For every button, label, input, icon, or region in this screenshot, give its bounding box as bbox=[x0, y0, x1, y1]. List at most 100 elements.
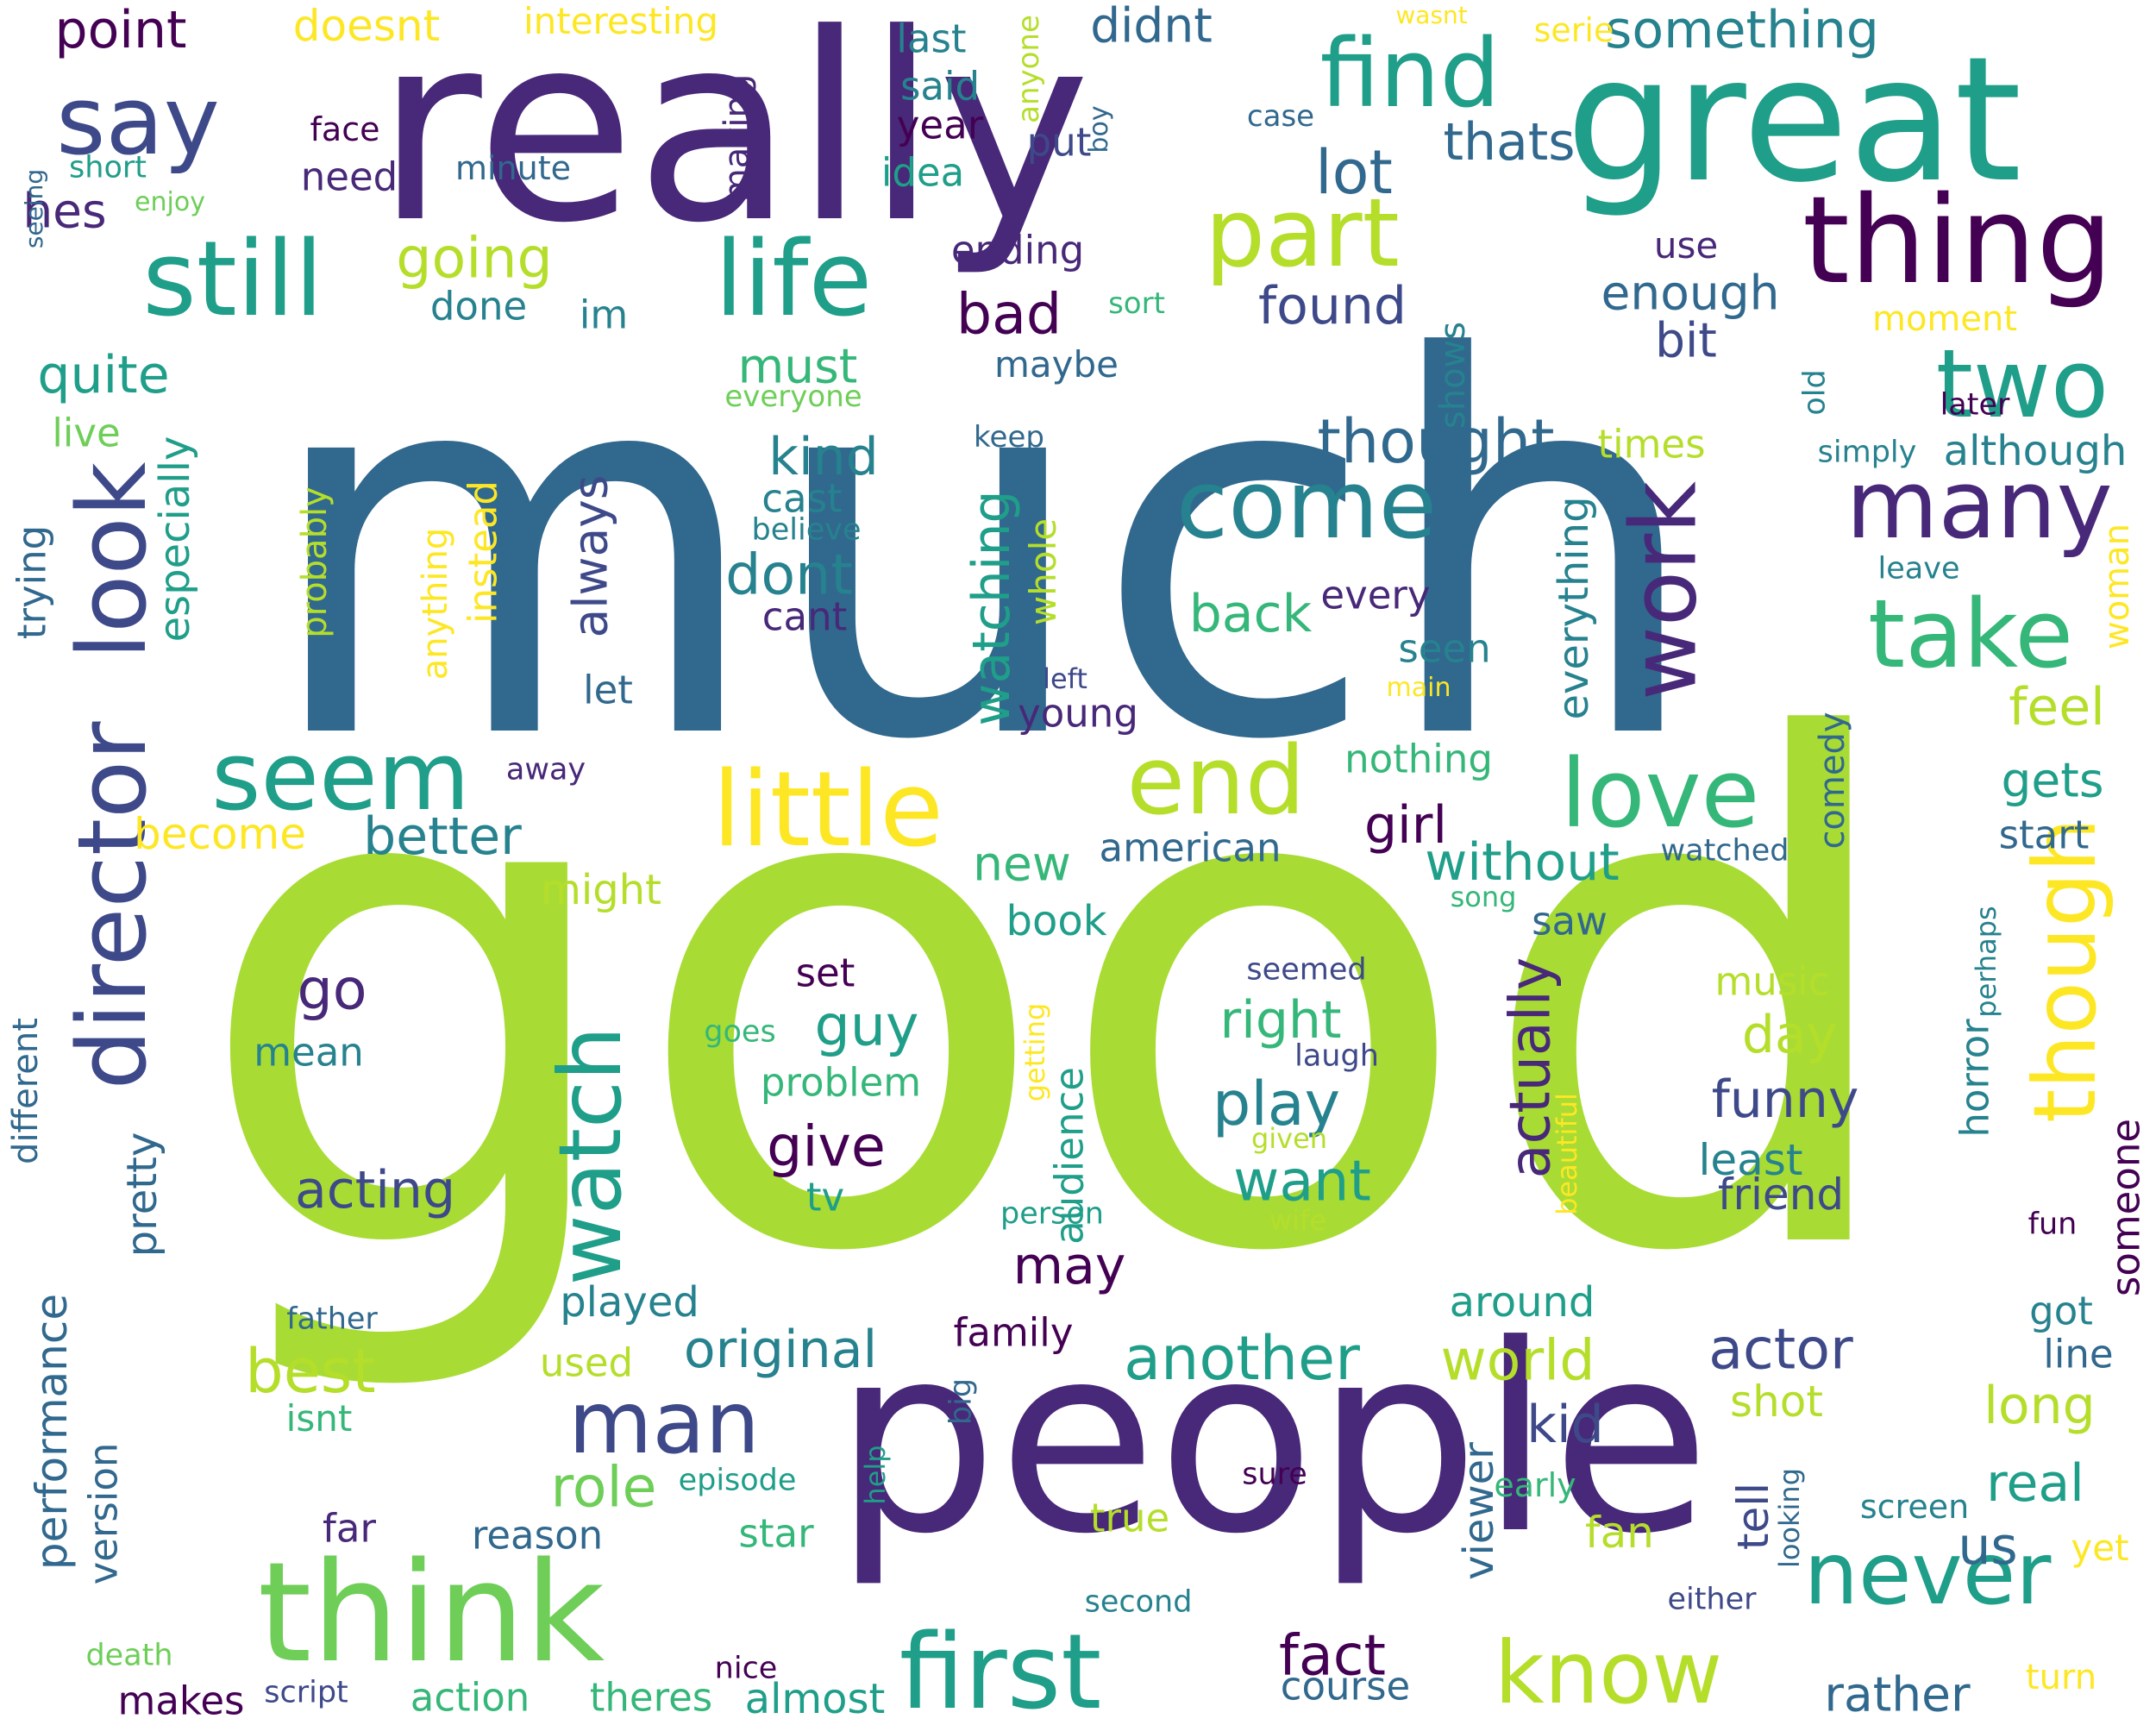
word-start: start bbox=[1998, 812, 2090, 858]
word-either: either bbox=[1667, 1582, 1757, 1617]
word-day: day bbox=[1741, 1005, 1838, 1065]
word-every: every bbox=[1320, 572, 1431, 618]
word-gets: gets bbox=[2001, 752, 2104, 808]
word-help: help bbox=[859, 1445, 892, 1505]
word-maybe: maybe bbox=[993, 343, 1119, 386]
word-enough: enough bbox=[1601, 265, 1780, 321]
word-say: say bbox=[56, 66, 220, 176]
word-everything: everything bbox=[1550, 496, 1598, 720]
word-sure: sure bbox=[1242, 1457, 1307, 1492]
word-makes: makes bbox=[117, 1678, 245, 1724]
word-great: great bbox=[1565, 20, 2022, 221]
word-wife: wife bbox=[1269, 1204, 1327, 1237]
word-new: new bbox=[973, 836, 1071, 892]
word-short: short bbox=[69, 150, 147, 185]
word-long: long bbox=[1984, 1376, 2096, 1436]
word-go: go bbox=[297, 957, 367, 1023]
word-think: think bbox=[257, 1532, 605, 1693]
word-simply: simply bbox=[1817, 435, 1917, 470]
word-two: two bbox=[1935, 329, 2109, 439]
word-action: action bbox=[410, 1674, 530, 1721]
word-doesnt: doesnt bbox=[292, 1, 441, 51]
word-father: father bbox=[286, 1302, 378, 1337]
word-found: found bbox=[1258, 276, 1407, 336]
word-laugh: laugh bbox=[1294, 1038, 1379, 1074]
word-nothing: nothing bbox=[1344, 736, 1493, 782]
word-always: always bbox=[562, 474, 618, 638]
word-look: look bbox=[57, 461, 167, 660]
word-got: got bbox=[2029, 1288, 2093, 1334]
word-little: little bbox=[712, 750, 943, 870]
word-world: world bbox=[1440, 1328, 1595, 1394]
word-pretty: pretty bbox=[118, 1132, 166, 1258]
word-reason: reason bbox=[471, 1512, 604, 1559]
word-many: many bbox=[1846, 449, 2113, 560]
word-getting: getting bbox=[1018, 1002, 1051, 1102]
word-beautiful: beautiful bbox=[1551, 1093, 1583, 1215]
word-point: point bbox=[54, 0, 187, 60]
word-really: really bbox=[375, 0, 1091, 279]
word-wasnt: wasnt bbox=[1395, 1, 1468, 29]
word-minute: minute bbox=[454, 149, 572, 187]
word-let: let bbox=[583, 667, 633, 713]
word-need: need bbox=[300, 154, 398, 200]
word-far: far bbox=[323, 1505, 376, 1552]
word-said: said bbox=[899, 63, 981, 110]
word-young: young bbox=[1018, 690, 1138, 737]
word-role: role bbox=[550, 1455, 657, 1521]
word-best: best bbox=[245, 1336, 376, 1407]
word-set: set bbox=[795, 950, 856, 996]
word-put: put bbox=[1026, 119, 1092, 166]
word-least: least bbox=[1698, 1135, 1803, 1185]
word-cant: cant bbox=[761, 593, 848, 640]
word-mean: mean bbox=[254, 1029, 364, 1076]
word-believe: believe bbox=[751, 512, 862, 548]
word-watching: watching bbox=[962, 490, 1022, 726]
word-watched: watched bbox=[1660, 833, 1789, 869]
word-second: second bbox=[1084, 1584, 1193, 1620]
word-dont: dont bbox=[725, 543, 853, 608]
word-american: american bbox=[1099, 825, 1282, 871]
word-didnt: didnt bbox=[1090, 0, 1213, 53]
word-script: script bbox=[264, 1675, 348, 1710]
word-times: times bbox=[1597, 421, 1706, 467]
word-given: given bbox=[1250, 1122, 1328, 1155]
word-want: want bbox=[1233, 1149, 1371, 1214]
word-whole: whole bbox=[1022, 518, 1064, 626]
word-rather: rather bbox=[1824, 1666, 1971, 1722]
word-someone: someone bbox=[2103, 1118, 2149, 1297]
word-seemed: seemed bbox=[1246, 952, 1367, 988]
word-perhaps: perhaps bbox=[1970, 906, 2002, 1018]
word-making: making bbox=[718, 73, 757, 203]
word-bad: bad bbox=[956, 282, 1062, 348]
word-seen: seen bbox=[1398, 625, 1491, 672]
word-line: line bbox=[2043, 1331, 2114, 1377]
word-case: case bbox=[1246, 99, 1315, 134]
word-real: real bbox=[1986, 1453, 2084, 1514]
word-better: better bbox=[363, 806, 522, 867]
word-anything: anything bbox=[416, 527, 455, 681]
word-screen: screen bbox=[1859, 1488, 1970, 1526]
word-yet: yet bbox=[2071, 1527, 2129, 1569]
word-without: without bbox=[1425, 832, 1620, 893]
word-big: big bbox=[943, 1377, 979, 1426]
word-man: man bbox=[567, 1372, 761, 1473]
word-early: early bbox=[1494, 1466, 1576, 1504]
word-kid: kid bbox=[1526, 1395, 1604, 1455]
word-thought: thought bbox=[1317, 406, 1555, 477]
word-shot: shot bbox=[1730, 1377, 1823, 1427]
word-live: live bbox=[52, 410, 121, 456]
word-ending: ending bbox=[950, 227, 1085, 273]
word-problem: problem bbox=[760, 1059, 922, 1106]
word-acting: acting bbox=[294, 1160, 456, 1220]
word-might: might bbox=[541, 866, 661, 914]
word-music: music bbox=[1714, 958, 1830, 1005]
word-much: much bbox=[260, 250, 1706, 853]
word-find: find bbox=[1319, 18, 1501, 129]
word-seeing: seeing bbox=[20, 168, 48, 249]
word-enjoy: enjoy bbox=[135, 187, 205, 217]
word-watch: watch bbox=[540, 1026, 641, 1286]
word-thing: thing bbox=[1802, 171, 2114, 311]
word-played: played bbox=[560, 1278, 699, 1327]
